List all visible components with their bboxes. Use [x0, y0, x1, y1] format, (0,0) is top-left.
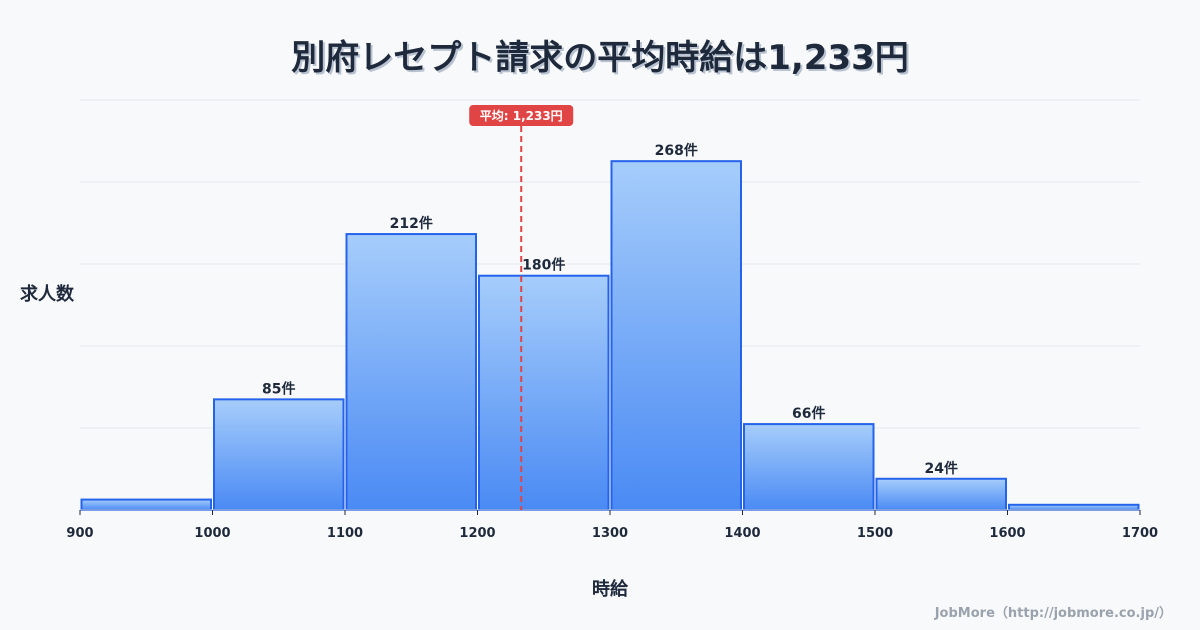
bar-value-label: 180件 — [522, 257, 565, 274]
x-tick-label: 1400 — [724, 526, 760, 541]
x-tick-label: 1600 — [989, 526, 1025, 541]
bar-value-label: 85件 — [262, 380, 295, 397]
histogram-bar — [610, 160, 742, 512]
histogram-bar — [875, 477, 1007, 511]
x-tick-label: 1200 — [459, 526, 495, 541]
bar-value-label: 212件 — [390, 215, 433, 232]
histogram-bar — [345, 233, 477, 511]
bar-value-label: 66件 — [792, 405, 825, 422]
histogram-bar — [1008, 503, 1140, 511]
x-axis-label: 時給 — [592, 579, 628, 600]
mean-label: 平均: 1,233円 — [480, 108, 563, 123]
bar-value-label: 268件 — [655, 142, 698, 159]
x-tick-label: 1700 — [1122, 526, 1158, 541]
x-tick-label: 900 — [66, 526, 93, 541]
histogram-bar — [213, 398, 345, 511]
histogram-bar — [478, 274, 610, 512]
x-tick-label: 1100 — [327, 526, 363, 541]
x-tick-label: 1300 — [592, 526, 628, 541]
histogram-bar — [80, 498, 212, 512]
y-axis-label: 求人数 — [20, 284, 74, 305]
x-tick-label: 1500 — [857, 526, 893, 541]
histogram-bar — [743, 423, 875, 512]
bar-value-label: 24件 — [925, 460, 958, 477]
mean-label-badge — [469, 105, 574, 126]
footer-credit: JobMore（http://jobmore.co.jp/） — [934, 606, 1172, 621]
x-tick-label: 1000 — [194, 526, 230, 541]
chart-title: 別府レセプト請求の平均時給は1,233円 — [291, 38, 909, 78]
